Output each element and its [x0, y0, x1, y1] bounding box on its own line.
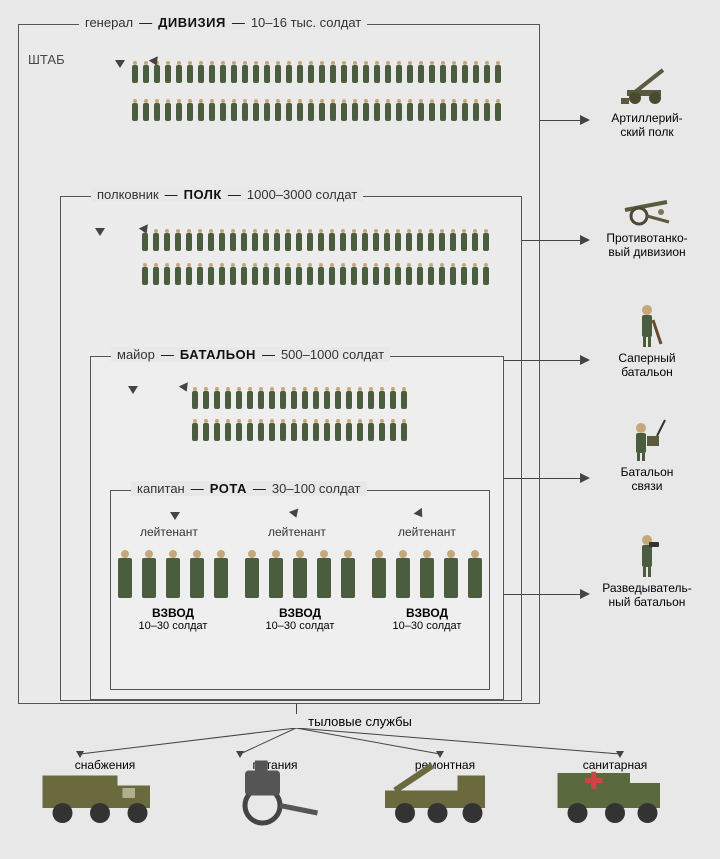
platoon-2: ВЗВОД 10–30 солдат	[241, 548, 359, 632]
support-icon-1	[617, 180, 677, 228]
rear-services-title: тыловые службы	[308, 714, 412, 729]
platoon-size-2: 10–30 солдат	[241, 620, 359, 632]
lieutenant-label-1: лейтенант	[140, 525, 198, 539]
support-label-2: Саперный батальон	[582, 352, 712, 380]
regiment-troops	[140, 228, 491, 294]
rear-service-3: санитарная	[540, 758, 690, 828]
support-label-1: Противотанко- вый дивизион	[582, 232, 712, 260]
rear-icon-1	[200, 772, 350, 828]
platoon-name-1: ВЗВОД	[114, 606, 232, 620]
support-unit-3: Батальон связи	[582, 414, 712, 494]
support-unit-1: Противотанко- вый дивизион	[582, 180, 712, 260]
battalion-unit: БАТАЛЬОН	[180, 347, 256, 362]
battalion-rank: майор	[117, 347, 155, 362]
rear-services-row: снабжения питания ремонтная санитарная	[20, 758, 700, 828]
battalion-label: майор — БАТАЛЬОН — 500–1000 солдат	[111, 347, 390, 362]
support-unit-0: Артиллерий- ский полк	[582, 60, 712, 140]
platoon-size-1: 10–30 солдат	[114, 620, 232, 632]
battalion-size: 500–1000 солдат	[281, 347, 384, 362]
platoon-1: ВЗВОД 10–30 солдат	[114, 548, 232, 632]
support-label-3: Батальон связи	[582, 466, 712, 494]
regiment-unit: ПОЛК	[184, 187, 222, 202]
platoon-name-2: ВЗВОД	[241, 606, 359, 620]
support-icon-3	[617, 414, 677, 462]
company-unit: РОТА	[210, 481, 247, 496]
diagram-canvas: ШТАБ генерал — ДИВИЗИЯ — 10–16 тыс. солд…	[0, 0, 720, 859]
company-rank: капитан	[137, 481, 185, 496]
rear-service-2: ремонтная	[370, 758, 520, 828]
rear-fanout-lines	[20, 728, 700, 758]
support-label-0: Артиллерий- ский полк	[582, 112, 712, 140]
company-size: 30–100 солдат	[272, 481, 361, 496]
platoon-name-3: ВЗВОД	[368, 606, 486, 620]
rear-icon-2	[370, 772, 520, 828]
platoon-3: ВЗВОД 10–30 солдат	[368, 548, 486, 632]
rear-service-1: питания	[200, 758, 350, 828]
lieutenant-label-3: лейтенант	[398, 525, 456, 539]
support-icon-2	[617, 300, 677, 348]
regiment-size: 1000–3000 солдат	[247, 187, 357, 202]
support-icon-4	[617, 530, 677, 578]
battalion-troops	[190, 386, 409, 448]
division-unit: ДИВИЗИЯ	[158, 15, 226, 30]
platoon-size-3: 10–30 солдат	[368, 620, 486, 632]
rear-icon-0	[30, 772, 180, 828]
support-icon-0	[617, 60, 677, 108]
rear-service-0: снабжения	[30, 758, 180, 828]
regiment-label: полковник — ПОЛК — 1000–3000 солдат	[91, 187, 363, 202]
division-size: 10–16 тыс. солдат	[251, 15, 361, 30]
division-rank: генерал	[85, 15, 133, 30]
support-label-4: Разведыватель- ный батальон	[582, 582, 712, 610]
company-label: капитан — РОТА — 30–100 солдат	[131, 481, 367, 496]
division-troops	[130, 60, 503, 134]
support-unit-2: Саперный батальон	[582, 300, 712, 380]
platoons-container: ВЗВОД 10–30 солдат ВЗВОД 10–30 солдат ВЗ…	[114, 548, 486, 632]
regiment-rank: полковник	[97, 187, 159, 202]
lieutenant-label-2: лейтенант	[268, 525, 326, 539]
rear-icon-3	[540, 772, 690, 828]
division-label: генерал — ДИВИЗИЯ — 10–16 тыс. солдат	[79, 15, 367, 30]
support-unit-4: Разведыватель- ный батальон	[582, 530, 712, 610]
